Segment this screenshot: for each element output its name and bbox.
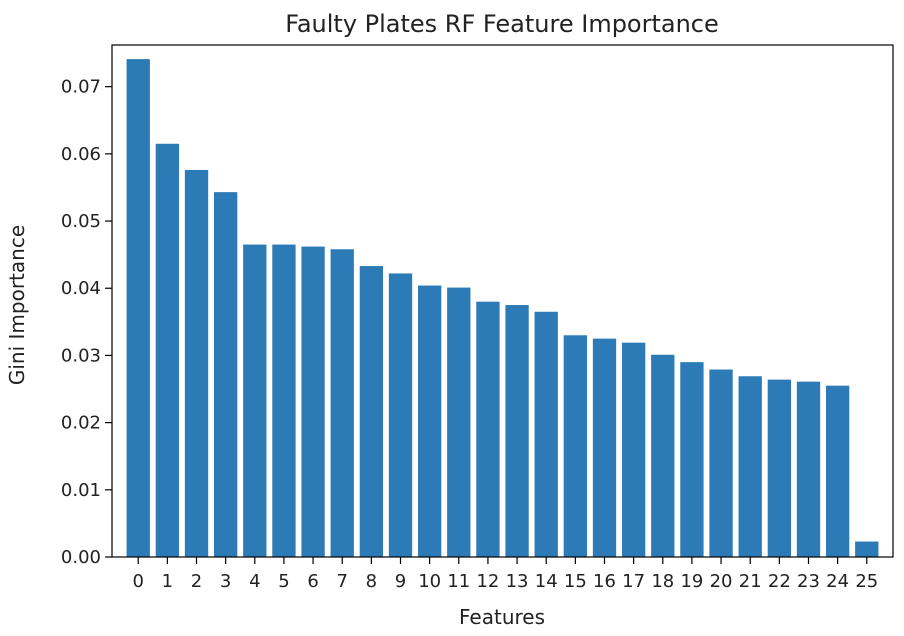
- bar-11: [447, 287, 471, 557]
- bar-3: [213, 192, 238, 558]
- x-tick-label: 5: [278, 571, 289, 592]
- bar-22: [767, 379, 792, 557]
- bar-10: [417, 285, 442, 557]
- x-tick-label: 11: [447, 571, 470, 592]
- bar-7: [330, 249, 354, 558]
- y-tick-label: 0.06: [61, 144, 101, 165]
- y-tick-label: 0.03: [61, 345, 101, 366]
- x-tick-label: 4: [249, 571, 260, 592]
- bar-5: [272, 244, 296, 557]
- x-tick-label: 12: [476, 571, 499, 592]
- x-tick-label: 6: [307, 571, 318, 592]
- x-tick-label: 0: [133, 571, 144, 592]
- bar-12: [476, 301, 500, 557]
- bar-21: [738, 376, 762, 557]
- bar-1: [155, 143, 180, 557]
- x-tick-label: 7: [336, 571, 347, 592]
- y-tick-label: 0.02: [61, 413, 101, 434]
- bar-19: [680, 362, 704, 557]
- x-tick-label: 18: [651, 571, 674, 592]
- bar-15: [563, 335, 588, 557]
- x-tick-label: 1: [162, 571, 173, 592]
- x-tick-label: 9: [395, 571, 406, 592]
- bar-0: [126, 59, 150, 558]
- x-tick-label: 10: [418, 571, 441, 592]
- x-tick-label: 25: [855, 571, 878, 592]
- x-tick-label: 23: [797, 571, 820, 592]
- bar-4: [243, 244, 267, 557]
- y-tick-label: 0.04: [61, 278, 101, 299]
- x-axis: 0 1 2 3 4 5 6 7 8 9 10 11 12 13 14 15 16 17 18 19 20 21 22 23 24…: [133, 557, 878, 592]
- bars-group: [126, 59, 879, 558]
- x-tick-label: 3: [220, 571, 231, 592]
- x-tick-label: 15: [564, 571, 587, 592]
- bar-2: [184, 169, 209, 557]
- y-axis-title: Gini Importance: [5, 225, 29, 385]
- x-tick-label: 19: [680, 571, 703, 592]
- bar-20: [709, 369, 733, 557]
- bar-8: [359, 266, 384, 557]
- x-tick-label: 13: [506, 571, 529, 592]
- y-tick-label: 0.05: [61, 211, 101, 232]
- y-tick-label: 0.00: [61, 547, 101, 568]
- bar-14: [534, 311, 558, 557]
- chart-title: Faulty Plates RF Feature Importance: [285, 10, 719, 38]
- bar-24: [825, 385, 850, 557]
- x-axis-title: Features: [459, 605, 545, 629]
- x-tick-label: 16: [593, 571, 616, 592]
- bar-6: [301, 246, 325, 557]
- x-tick-label: 17: [622, 571, 645, 592]
- x-tick-label: 22: [768, 571, 791, 592]
- bar-18: [651, 354, 675, 557]
- bar-16: [592, 338, 617, 557]
- x-tick-label: 2: [191, 571, 202, 592]
- bar-17: [621, 342, 646, 557]
- y-tick-label: 0.07: [61, 77, 101, 98]
- x-tick-label: 8: [366, 571, 377, 592]
- x-tick-label: 20: [710, 571, 733, 592]
- bar-9: [388, 273, 413, 557]
- bar-23: [796, 381, 821, 557]
- x-tick-label: 24: [826, 571, 849, 592]
- x-tick-label: 14: [535, 571, 558, 592]
- bar-13: [505, 305, 529, 557]
- y-axis: 0.00 0.01 0.02 0.03 0.04 0.05 0.06 0.07: [61, 77, 112, 568]
- x-tick-label: 21: [739, 571, 762, 592]
- bar-25: [855, 541, 879, 557]
- y-tick-label: 0.01: [61, 480, 101, 501]
- plot-frame: [111, 44, 894, 558]
